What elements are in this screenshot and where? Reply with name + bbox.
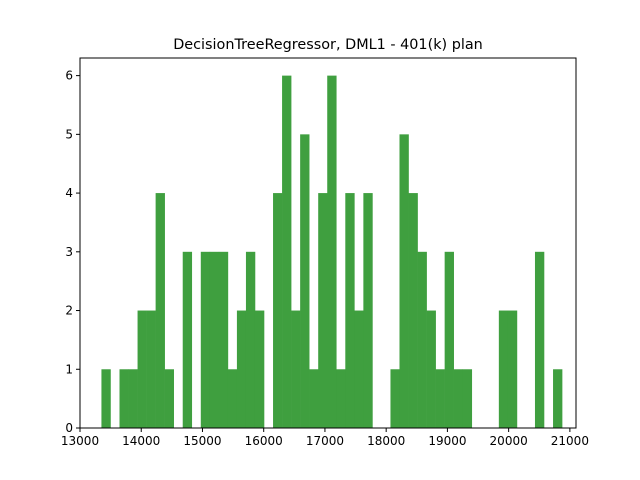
histogram-bar: [218, 251, 229, 428]
histogram-bar: [318, 193, 328, 428]
histogram-bar: [534, 251, 545, 428]
histogram-bar: [345, 193, 355, 428]
histogram-bar: [363, 193, 373, 428]
histogram-bar: [390, 369, 400, 428]
histogram-bar: [146, 310, 156, 428]
histogram-bar: [336, 369, 346, 428]
histogram-bar: [435, 369, 445, 428]
histogram-bar: [155, 193, 165, 428]
histogram-bar: [101, 369, 111, 428]
x-tick-label: 15000: [183, 434, 221, 448]
x-tick-label: 16000: [245, 434, 283, 448]
histogram-bar: [498, 310, 509, 428]
x-tick-label: 20000: [490, 434, 528, 448]
histogram-bar: [300, 134, 310, 428]
histogram-bar: [553, 369, 563, 428]
histogram-bar: [182, 251, 193, 428]
histogram-bar: [245, 251, 256, 428]
y-tick-label: 5: [65, 127, 73, 141]
y-tick-label: 0: [65, 421, 73, 435]
y-tick-label: 4: [65, 186, 73, 200]
histogram-bar: [209, 251, 220, 428]
x-tick-label: 18000: [367, 434, 405, 448]
histogram-bar: [309, 369, 319, 428]
histogram-bar: [128, 369, 138, 428]
histogram-bar: [227, 369, 238, 428]
x-tick-label: 13000: [61, 434, 99, 448]
bars: [101, 75, 563, 429]
y-axis: 0 1 2 3 4 5 6: [65, 69, 80, 435]
histogram-bar: [417, 251, 427, 428]
x-axis: 13000 14000 15000 16000 17000 18000 19000 20000…: [61, 428, 589, 448]
histogram-bar: [426, 310, 436, 428]
y-tick-label: 1: [65, 362, 73, 376]
histogram-bar: [282, 75, 292, 429]
chart-title: DecisionTreeRegressor, DML1 - 401(k) pla…: [173, 37, 483, 53]
x-tick-label: 14000: [122, 434, 160, 448]
histogram-bar: [507, 310, 518, 428]
histogram-bar: [119, 369, 129, 428]
axes-frame: [79, 57, 577, 429]
histogram-bar: [354, 310, 364, 428]
histogram-bar: [164, 369, 174, 428]
y-tick-label: 3: [65, 245, 73, 259]
histogram-bar: [444, 251, 454, 428]
histogram-bar: [327, 75, 337, 429]
histogram-bar: [200, 251, 211, 428]
x-tick-label: 19000: [428, 434, 466, 448]
histogram-bar: [462, 369, 473, 428]
histogram-bar: [291, 310, 301, 428]
histogram-bar: [137, 310, 147, 428]
histogram-bar: [254, 310, 265, 428]
histogram-bar: [453, 369, 464, 428]
histogram-bar: [408, 193, 418, 428]
histogram-bar: [273, 193, 283, 428]
y-tick-label: 2: [65, 304, 73, 318]
y-tick-label: 6: [65, 69, 73, 83]
histogram-bar: [236, 310, 247, 428]
x-tick-label: 21000: [551, 434, 589, 448]
x-tick-label: 17000: [306, 434, 344, 448]
histogram-bar: [399, 134, 409, 428]
